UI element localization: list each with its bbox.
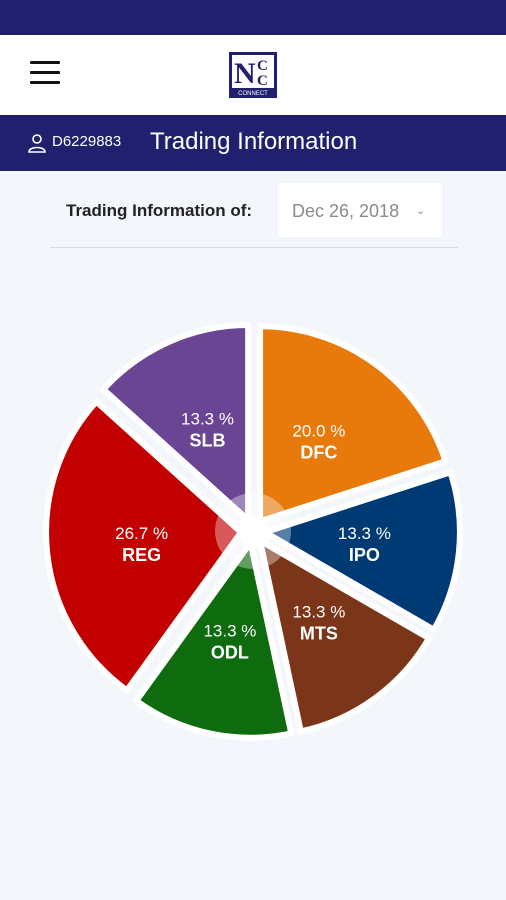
slice-percent-label: 13.3 % [292, 603, 345, 622]
slice-percent-label: 13.3 % [203, 622, 256, 641]
svg-text:N: N [234, 57, 256, 90]
divider [50, 247, 458, 248]
pie-slice-odl[interactable] [132, 535, 295, 741]
slice-category-label: MTS [300, 624, 338, 644]
pie-slice-slb[interactable] [99, 322, 252, 527]
chevron-down-icon: ⌄ [416, 205, 426, 217]
date-dropdown[interactable]: Dec 26, 2018 ⌄ [278, 183, 442, 237]
pie-slice-mts[interactable] [255, 534, 434, 735]
pie-slice-dfc[interactable] [257, 323, 450, 526]
user-icon [28, 134, 46, 153]
slice-category-label: SLB [190, 431, 226, 451]
slice-category-label: REG [122, 545, 161, 565]
svg-text:C: C [257, 58, 268, 74]
slice-percent-label: 13.3 % [181, 410, 234, 429]
app-header: N C C CONNECT [0, 35, 506, 115]
ncc-connect-logo: N C C CONNECT [229, 52, 277, 98]
hamburger-menu-icon[interactable] [30, 61, 60, 85]
sub-header: D6229883 Trading Information [0, 115, 506, 171]
svg-text:CONNECT: CONNECT [238, 91, 268, 97]
filter-label: Trading Information of: [66, 201, 253, 220]
pie-slice-ipo[interactable] [257, 468, 463, 634]
pie-slice-reg[interactable] [43, 397, 246, 695]
pie-center-hole [237, 515, 269, 547]
svg-text:C: C [257, 73, 268, 89]
page-title: Trading Information [150, 128, 358, 155]
slice-percent-label: 26.7 % [115, 524, 168, 543]
slice-category-label: ODL [211, 643, 249, 663]
slice-category-label: IPO [349, 545, 380, 565]
slice-category-label: DFC [300, 442, 337, 462]
status-bar [0, 0, 506, 35]
slice-percent-label: 13.3 % [338, 524, 391, 543]
date-value: Dec 26, 2018 [292, 201, 400, 221]
user-id: D6229883 [52, 133, 122, 150]
slice-percent-label: 20.0 % [292, 421, 345, 440]
